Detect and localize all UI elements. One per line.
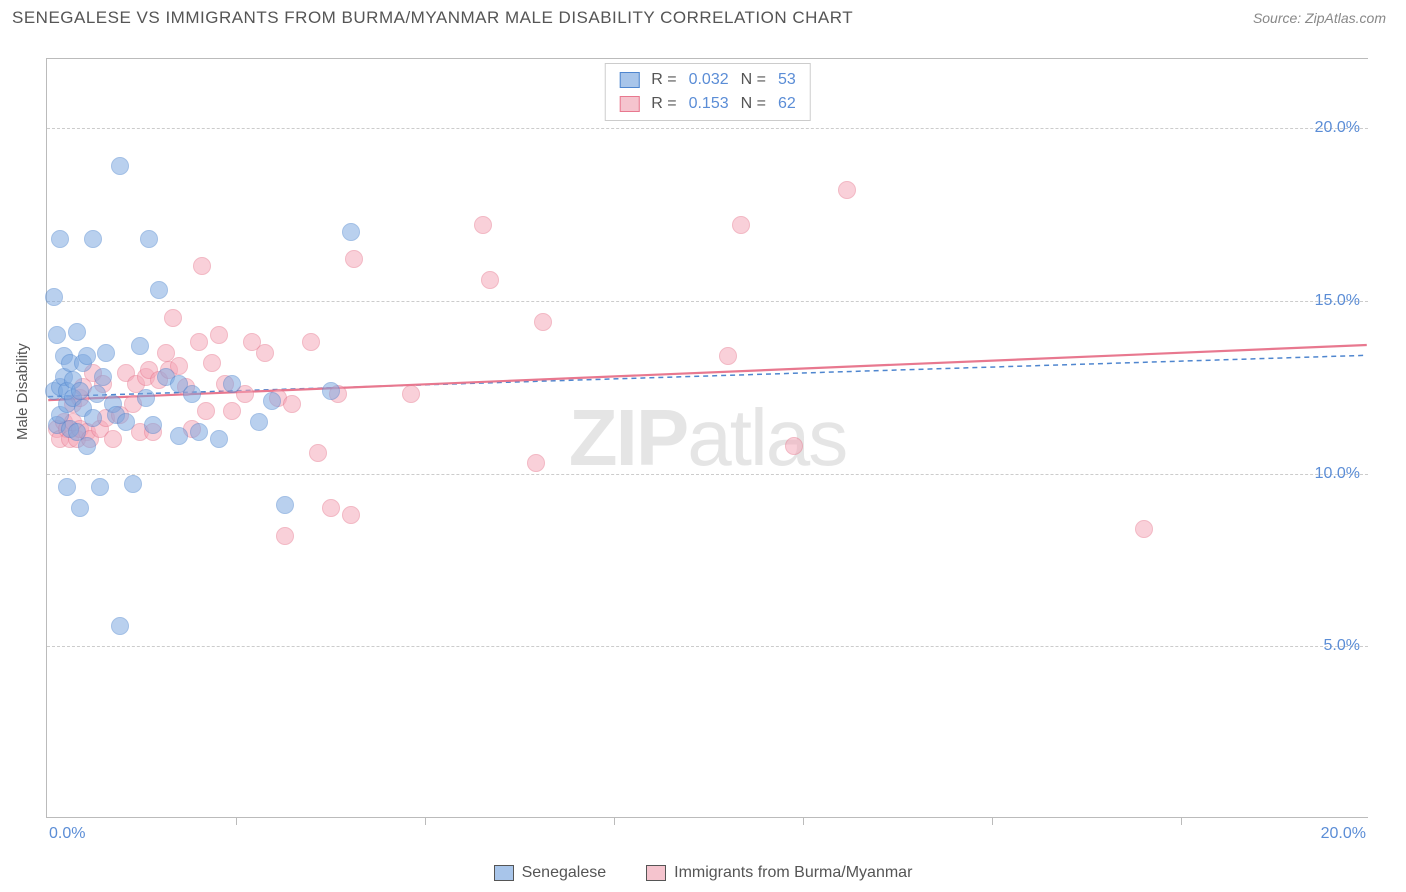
data-point <box>210 430 228 448</box>
trend-lines <box>47 59 1368 817</box>
x-tick <box>236 817 237 825</box>
series-legend: Senegalese Immigrants from Burma/Myanmar <box>0 864 1406 882</box>
data-point <box>71 382 89 400</box>
data-point <box>84 230 102 248</box>
data-point <box>91 478 109 496</box>
data-point <box>527 454 545 472</box>
data-point <box>342 506 360 524</box>
data-point <box>223 375 241 393</box>
data-point <box>193 257 211 275</box>
data-point <box>263 392 281 410</box>
data-point <box>124 475 142 493</box>
y-tick-label: 15.0% <box>1315 292 1360 310</box>
data-point <box>719 347 737 365</box>
data-point <box>322 382 340 400</box>
corr-row: R = 0.153 N = 62 <box>619 92 796 116</box>
chart-title: SENEGALESE VS IMMIGRANTS FROM BURMA/MYAN… <box>12 8 853 28</box>
corr-row: R = 0.032 N = 53 <box>619 68 796 92</box>
data-point <box>88 385 106 403</box>
data-point <box>210 326 228 344</box>
y-tick-label: 10.0% <box>1315 465 1360 483</box>
x-tick <box>614 817 615 825</box>
data-point <box>250 413 268 431</box>
y-tick-label: 20.0% <box>1315 119 1360 137</box>
data-point <box>309 444 327 462</box>
data-point <box>283 395 301 413</box>
data-point <box>144 416 162 434</box>
watermark: ZIPatlas <box>569 392 846 484</box>
data-point <box>203 354 221 372</box>
data-point <box>97 344 115 362</box>
gridline <box>47 128 1368 129</box>
data-point <box>104 430 122 448</box>
data-point <box>223 402 241 420</box>
legend-item: Senegalese <box>494 864 607 882</box>
gridline <box>47 301 1368 302</box>
data-point <box>117 413 135 431</box>
data-point <box>402 385 420 403</box>
scatter-chart: ZIPatlas R = 0.032 N = 53 R = 0.153 N = … <box>46 58 1368 818</box>
title-bar: SENEGALESE VS IMMIGRANTS FROM BURMA/MYAN… <box>0 0 1406 32</box>
data-point <box>170 427 188 445</box>
data-point <box>68 323 86 341</box>
data-point <box>342 223 360 241</box>
data-point <box>732 216 750 234</box>
data-point <box>190 423 208 441</box>
data-point <box>111 617 129 635</box>
data-point <box>302 333 320 351</box>
data-point <box>481 271 499 289</box>
y-tick-label: 5.0% <box>1324 637 1360 655</box>
data-point <box>71 499 89 517</box>
legend-item: Immigrants from Burma/Myanmar <box>646 864 912 882</box>
legend-swatch-blue <box>494 865 514 881</box>
data-point <box>276 496 294 514</box>
data-point <box>183 385 201 403</box>
y-axis-label: Male Disability <box>14 343 31 440</box>
source-label: Source: ZipAtlas.com <box>1253 10 1386 26</box>
data-point <box>164 309 182 327</box>
data-point <box>474 216 492 234</box>
data-point <box>345 250 363 268</box>
data-point <box>140 230 158 248</box>
x-tick <box>803 817 804 825</box>
correlation-legend: R = 0.032 N = 53 R = 0.153 N = 62 <box>604 63 811 121</box>
legend-swatch-blue <box>619 72 639 88</box>
data-point <box>78 347 96 365</box>
data-point <box>838 181 856 199</box>
data-point <box>785 437 803 455</box>
data-point <box>131 337 149 355</box>
data-point <box>84 409 102 427</box>
data-point <box>322 499 340 517</box>
data-point <box>1135 520 1153 538</box>
gridline <box>47 646 1368 647</box>
gridline <box>47 474 1368 475</box>
data-point <box>276 527 294 545</box>
data-point <box>94 368 112 386</box>
data-point <box>48 326 66 344</box>
x-tick <box>992 817 993 825</box>
legend-swatch-pink <box>646 865 666 881</box>
data-point <box>51 230 69 248</box>
data-point <box>111 157 129 175</box>
x-tick <box>1181 817 1182 825</box>
data-point <box>256 344 274 362</box>
data-point <box>197 402 215 420</box>
x-tick <box>425 817 426 825</box>
data-point <box>58 478 76 496</box>
legend-swatch-pink <box>619 96 639 112</box>
data-point <box>78 437 96 455</box>
data-point <box>45 288 63 306</box>
data-point <box>534 313 552 331</box>
x-min-label: 0.0% <box>49 825 85 843</box>
data-point <box>150 281 168 299</box>
data-point <box>137 389 155 407</box>
data-point <box>190 333 208 351</box>
x-max-label: 20.0% <box>1321 825 1366 843</box>
